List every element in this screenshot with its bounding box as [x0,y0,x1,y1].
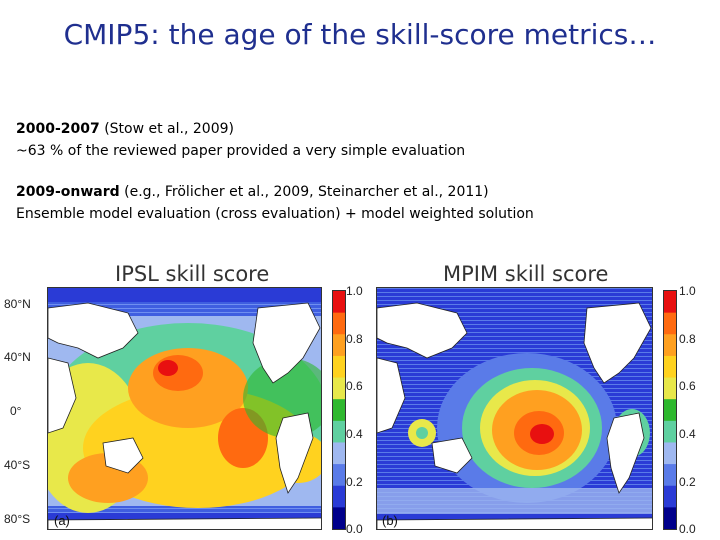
mpim-colorbar-step-8 [664,464,676,487]
ipsl-colorbar-step-3 [333,355,345,379]
ensemble-summary: Ensemble model evaluation (cross evaluat… [16,206,534,222]
lat-label-40s: 40°S [4,458,31,472]
mpim-colorbar-step-7 [664,442,676,465]
mpim-colorbar [663,290,677,530]
frolicher-citation: (e.g., Frölicher et al., 2009, Steinarch… [119,184,489,200]
mpim-indian-green [416,427,428,439]
period-2009-onward: 2009-onward [16,184,120,200]
period-2000-2007: 2000-2007 [16,121,100,137]
mpim-skill-map [376,287,653,530]
mpim-cb-tick-0-4: 0.4 [679,427,696,441]
ipsl-antarctica [48,517,321,529]
mpim-antarctica [377,517,652,529]
mpim-colorbar-step-0 [664,291,676,314]
paragraph-2009-onward: 2009-onward (e.g., Frölicher et al., 200… [16,181,534,225]
ipsl-colorbar-step-9 [333,485,345,508]
ipsl-colorbar-step-5 [333,399,345,422]
paragraph-stow: 2000-2007 (Stow et al., 2009) ~63 % of t… [16,118,465,162]
ipsl-colorbar [332,290,346,530]
mpim-panel-title: MPIM skill score [443,262,609,286]
lat-label-80s: 80°S [4,512,31,526]
mpim-colorbar-step-5 [664,399,676,422]
mpim-cb-tick-0-2: 0.2 [679,475,696,489]
mpim-colorbar-step-2 [664,334,676,357]
ipsl-colorbar-step-0 [333,291,345,314]
ipsl-eurasia [48,302,139,359]
ipsl-cb-tick-0-6: 0.6 [346,379,363,393]
ipsl-panel-title: IPSL skill score [115,262,270,286]
mpim-cb-tick-1-0: 1.0 [679,284,696,298]
ipsl-colorbar-step-7 [333,442,345,465]
ipsl-colorbar-step-10 [333,507,345,530]
mpim-eurasia [377,302,468,359]
lat-label-80n: 80°N [4,297,31,311]
mpim-colorbar-step-6 [664,420,676,443]
ipsl-skill-map [47,287,322,530]
mpim-south-band [377,488,652,514]
ipsl-australia [102,437,144,474]
mpim-cb-tick-0-8: 0.8 [679,332,696,346]
lat-label-40n: 40°N [4,350,31,364]
mpim-pacific-red [530,424,554,444]
ipsl-cb-tick-0-4: 0.4 [346,427,363,441]
stow-summary: ~63 % of the reviewed paper provided a v… [16,143,466,159]
ipsl-colorbar-step-2 [333,334,345,357]
mpim-cb-tick-0-0: 0.0 [679,522,696,536]
ipsl-south-america [275,412,314,494]
mpim-colorbar-step-3 [664,355,676,379]
ipsl-cb-tick-0-0: 0.0 [346,522,363,536]
stow-citation: (Stow et al., 2009) [99,121,234,137]
ipsl-cb-tick-0-8: 0.8 [346,332,363,346]
ipsl-red-spot [158,360,178,376]
mpim-colorbar-graphic [664,291,676,530]
lat-label-equator: 0° [10,404,22,418]
mpim-colorbar-step-1 [664,312,676,335]
ipsl-cb-tick-1-0: 1.0 [346,284,363,298]
ipsl-colorbar-step-1 [333,312,345,335]
ipsl-africa [48,357,77,434]
mpim-colorbar-step-9 [664,485,676,508]
ipsl-north-america [252,302,321,384]
ipsl-arctic [48,288,321,302]
ipsl-colorbar-step-6 [333,420,345,443]
ipsl-cb-tick-0-2: 0.2 [346,475,363,489]
ipsl-panel-letter: (a) [54,513,70,528]
slide-title: CMIP5: the age of the skill-score metric… [63,18,657,51]
mpim-colorbar-step-10 [664,507,676,530]
ipsl-colorbar-graphic [333,291,345,530]
mpim-panel-letter: (b) [382,513,398,528]
mpim-south-america [606,412,645,494]
ipsl-map-graphic [48,288,321,529]
mpim-africa [377,357,406,434]
mpim-australia [431,437,473,474]
mpim-cb-tick-0-6: 0.6 [679,379,696,393]
mpim-map-graphic [377,288,652,529]
mpim-colorbar-step-4 [664,377,676,400]
mpim-north-america [583,302,652,384]
ipsl-colorbar-step-4 [333,377,345,400]
ipsl-colorbar-step-8 [333,464,345,487]
